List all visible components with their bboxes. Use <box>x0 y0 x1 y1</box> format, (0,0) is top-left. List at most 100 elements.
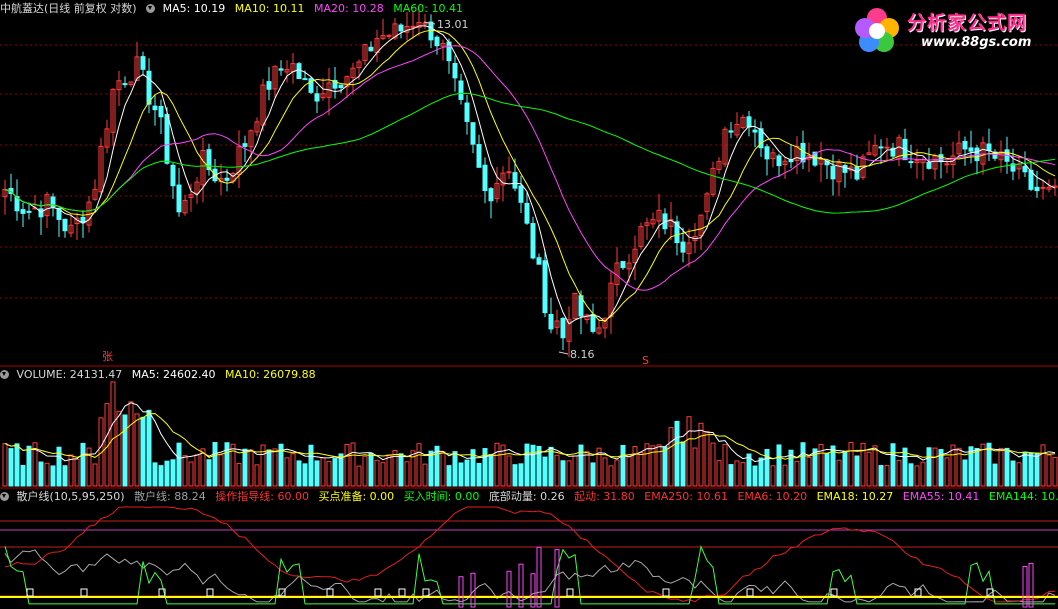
volume-bar <box>98 417 104 487</box>
candle-body <box>962 140 968 150</box>
volume-bar <box>8 448 14 487</box>
candle-body <box>200 149 206 186</box>
volume-bar <box>950 444 956 487</box>
candle-body <box>434 36 440 47</box>
volume-bar <box>374 459 380 487</box>
volume-bar <box>170 459 176 487</box>
candle-body <box>506 171 512 174</box>
indicator-spike <box>1022 566 1028 608</box>
buy-marker <box>914 588 922 597</box>
candle-body <box>584 314 590 321</box>
volume-bar <box>692 447 698 487</box>
candle-body <box>572 292 578 320</box>
volume-bar <box>680 441 686 487</box>
dropdown-icon[interactable] <box>0 492 9 501</box>
volume-bar <box>182 455 188 487</box>
candle-body <box>470 122 476 145</box>
ema144-value: EMA144: 10.31 <box>988 490 1058 503</box>
site-logo[interactable]: 分析家公式网 www.88gs.com <box>849 2 1054 56</box>
volume-bar <box>584 451 590 487</box>
volume-bar <box>524 443 530 487</box>
volume-bar <box>554 454 560 487</box>
buy-marker <box>986 588 994 597</box>
candle-body <box>410 25 416 28</box>
candle-body <box>206 149 212 171</box>
volume-bar <box>404 461 410 487</box>
volume-bar <box>116 410 122 487</box>
volume-bar <box>164 460 170 487</box>
volume-ma10: MA10: 26079.88 <box>224 368 316 381</box>
volume-bar <box>290 453 296 487</box>
volume-bar <box>710 442 716 487</box>
volume-bar <box>770 465 776 487</box>
volume-bar <box>38 461 44 487</box>
volume-bar <box>1040 444 1046 487</box>
candle-body <box>350 67 356 79</box>
candle-body <box>158 105 164 118</box>
candle-body <box>332 79 338 89</box>
volume-bar <box>2 443 8 487</box>
candle-body <box>1034 186 1040 192</box>
candle-body <box>386 34 392 38</box>
volume-bar <box>68 454 74 487</box>
volume-bar <box>998 447 1004 487</box>
candle-body <box>266 81 272 90</box>
volume-bar <box>416 443 422 487</box>
candle-body <box>122 83 128 86</box>
s-mark: S <box>642 354 649 367</box>
candle-body <box>284 69 290 73</box>
volume-bar <box>278 443 284 487</box>
volume-value: VOLUME: 24131.47 <box>16 368 123 381</box>
volume-bar <box>530 444 536 487</box>
volume-bar <box>716 460 722 487</box>
volume-bar <box>1028 452 1034 487</box>
volume-bar <box>44 462 50 487</box>
candle-body <box>914 160 920 164</box>
buy-marker <box>326 588 334 597</box>
candle-body <box>950 155 956 165</box>
volume-bar <box>1034 452 1040 487</box>
indicator-lines <box>0 506 1058 605</box>
volume-bar <box>932 447 938 487</box>
volume-bar <box>980 443 986 487</box>
candle-body <box>968 147 974 152</box>
volume-bar <box>362 455 368 487</box>
candle-body <box>116 80 122 91</box>
zhang-mark: 张 <box>102 350 113 363</box>
ma60-value: MA60: 10.41 <box>393 2 463 15</box>
volume-bar <box>86 447 92 487</box>
candle-body <box>296 63 302 80</box>
candle-body <box>104 128 110 148</box>
volume-bar <box>452 451 458 487</box>
volume-bar <box>356 465 362 487</box>
candle-body <box>626 262 632 270</box>
candle-body <box>62 218 68 232</box>
volume-bar <box>14 443 20 487</box>
volume-bar <box>464 459 470 487</box>
candle-body <box>368 46 374 52</box>
candle-body <box>656 209 662 222</box>
volume-bar <box>434 445 440 487</box>
candle-body <box>998 151 1004 161</box>
ma60-line <box>4 92 1056 214</box>
candle-body <box>422 22 428 25</box>
candle-body <box>536 257 542 265</box>
buy-marker <box>374 588 382 597</box>
logo-url: www.88gs.com <box>921 35 1032 50</box>
candle-body <box>458 80 464 100</box>
candle-body <box>782 160 788 165</box>
volume-bar <box>134 413 140 487</box>
sanhu-value: 散户线: 88.24 <box>134 490 206 503</box>
volume-bar <box>176 442 182 487</box>
candle-body <box>1028 169 1034 190</box>
stock-label: 中航蓋达(日线 前复权 对数) <box>0 2 137 15</box>
candle-body <box>302 78 308 81</box>
indicator-spike <box>458 576 464 608</box>
candle-body <box>872 145 878 156</box>
dropdown-icon[interactable] <box>146 4 156 13</box>
dropdown-icon[interactable] <box>0 370 9 379</box>
volume-bar <box>596 447 602 487</box>
candle-body <box>698 214 704 237</box>
candle-body <box>560 318 566 339</box>
